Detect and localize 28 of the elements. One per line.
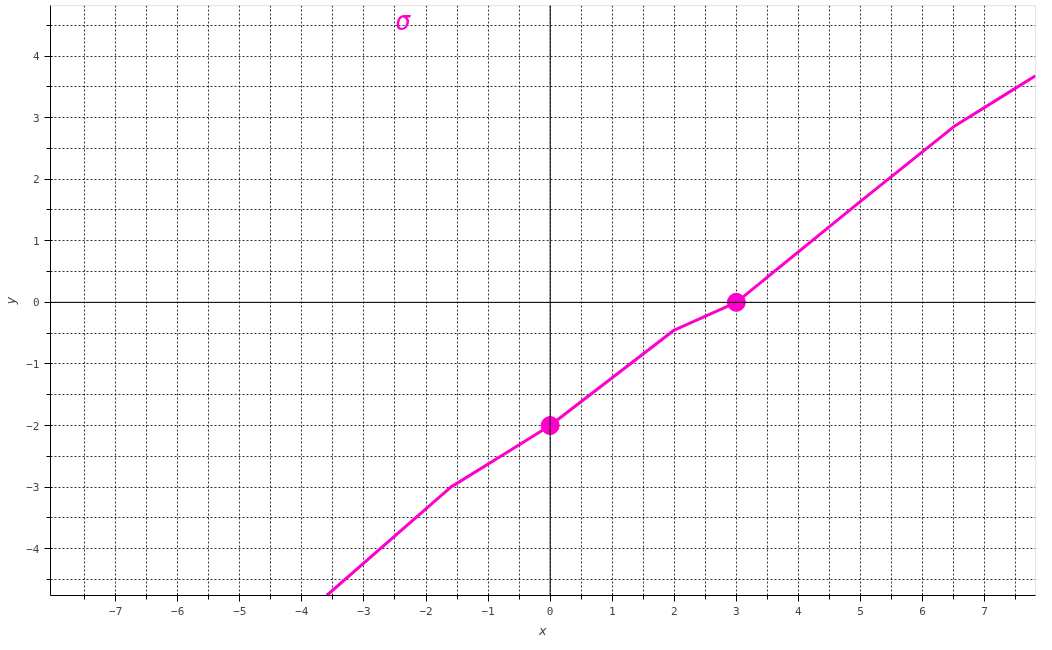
y-tick-label: −1 bbox=[26, 357, 40, 371]
line-series bbox=[325, 74, 1036, 596]
y-tick-label: −2 bbox=[26, 419, 40, 433]
x-tick-label: −3 bbox=[357, 604, 371, 618]
x-tick-label: 7 bbox=[981, 604, 988, 618]
x-tick-label: 2 bbox=[670, 604, 678, 618]
x-tick-label: −4 bbox=[295, 604, 309, 618]
x-tick-label: −7 bbox=[109, 604, 123, 618]
x-tick-label: 3 bbox=[733, 604, 740, 618]
x-tick-label: 5 bbox=[857, 604, 864, 618]
y-tick-label: −3 bbox=[26, 481, 40, 495]
annotation: σ bbox=[395, 5, 412, 36]
x-tick-label: 6 bbox=[919, 604, 926, 618]
y-tick-label: −4 bbox=[26, 542, 40, 556]
x-tick-label: 0 bbox=[546, 604, 554, 618]
y-tick-label: 0 bbox=[32, 296, 40, 310]
x-tick-label: −5 bbox=[233, 604, 247, 618]
x-tick-label: −6 bbox=[171, 604, 185, 618]
x-tick-label: 1 bbox=[608, 604, 616, 618]
x-tick-label: 4 bbox=[795, 604, 803, 618]
y-tick-label: 1 bbox=[32, 234, 40, 248]
x-tick-label: −1 bbox=[481, 604, 495, 618]
y-axis-title: y bbox=[3, 296, 19, 306]
x-tick-label: −2 bbox=[419, 604, 433, 618]
x-axis-title: x bbox=[538, 622, 548, 638]
y-tick-label: 2 bbox=[32, 173, 40, 187]
y-tick-label: 4 bbox=[32, 50, 40, 63]
y-tick-label: 3 bbox=[32, 111, 40, 125]
